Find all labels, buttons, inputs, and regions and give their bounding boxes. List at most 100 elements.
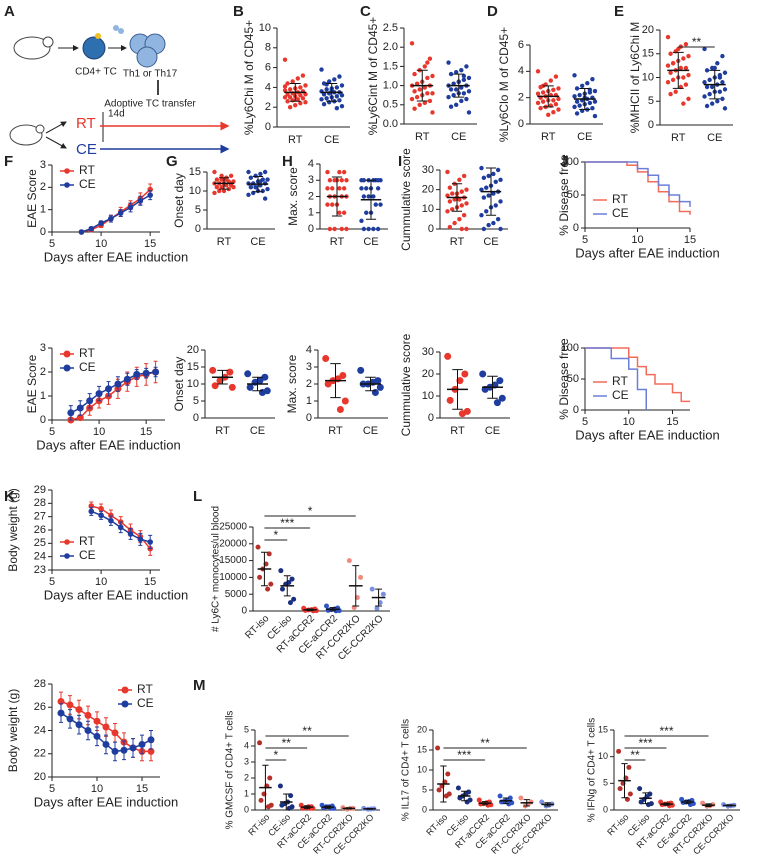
- data-point: [330, 186, 335, 191]
- data-point: [88, 508, 95, 515]
- y-tick-label: 3: [308, 174, 314, 186]
- x-tick-label: CE: [577, 131, 592, 143]
- data-point: [457, 177, 462, 183]
- y-tick-label: 10: [259, 22, 271, 34]
- legend-marker: [64, 168, 70, 174]
- data-point: [668, 51, 673, 56]
- y-tick-label: 0: [265, 121, 271, 133]
- data-point: [214, 177, 220, 182]
- data-point: [298, 93, 303, 98]
- data-point: [67, 409, 75, 417]
- data-point: [339, 104, 345, 109]
- data-point: [665, 34, 671, 40]
- data-point: [681, 56, 686, 61]
- x-tick-label: 10: [95, 238, 107, 250]
- data-point: [683, 42, 689, 47]
- x-tick-label: CE: [363, 425, 378, 437]
- data-point: [326, 100, 332, 105]
- data-point: [378, 178, 383, 183]
- data-point: [102, 723, 110, 731]
- data-point: [214, 185, 220, 190]
- error-bar: [331, 176, 343, 217]
- data-point: [78, 229, 85, 235]
- cell-icon: [82, 36, 106, 60]
- y-tick-label: 1: [306, 395, 312, 407]
- y-tick-label: 0.0: [383, 118, 398, 130]
- data-point: [219, 185, 224, 190]
- data-point: [300, 96, 306, 101]
- data-point: [325, 186, 330, 191]
- data-point: [361, 178, 367, 183]
- data-point: [637, 786, 643, 792]
- data-point: [111, 729, 119, 737]
- data-point: [84, 711, 92, 719]
- y-tick-label: 1: [40, 204, 46, 216]
- data-point: [466, 75, 472, 81]
- data-point: [127, 531, 134, 537]
- legend-label: CE: [612, 388, 629, 402]
- error-bar: [365, 179, 377, 220]
- data-point: [138, 740, 146, 748]
- data-point: [324, 96, 329, 101]
- data-point: [592, 113, 598, 119]
- x-tick-label: 5: [49, 238, 55, 250]
- data-point: [453, 102, 459, 108]
- data-point: [681, 75, 686, 80]
- data-point: [295, 97, 301, 102]
- y-tick-label: 0: [306, 412, 312, 424]
- error-bar: [252, 376, 263, 392]
- data-point: [425, 91, 430, 96]
- cell-marker: [95, 33, 101, 39]
- data-point: [265, 804, 271, 810]
- data-point: [572, 73, 577, 78]
- data-point: [108, 215, 114, 222]
- x-tick-label: CE: [250, 236, 265, 248]
- data-point: [590, 106, 595, 111]
- error-bar: [684, 799, 691, 805]
- x-tick-label: 15: [666, 416, 678, 428]
- data-point: [455, 785, 461, 791]
- data-point: [357, 366, 365, 374]
- x-tick-label: 5: [49, 783, 55, 795]
- data-point: [344, 178, 349, 183]
- x-tick-label: RT: [330, 236, 345, 248]
- error-bar: [345, 807, 352, 810]
- y-tick-label: 2: [306, 378, 312, 390]
- y-tick-label: 0: [428, 223, 434, 235]
- x-tick-label: 5: [49, 576, 55, 588]
- data-point: [715, 61, 720, 66]
- y-tick-label: 22: [34, 748, 46, 760]
- data-point: [518, 795, 524, 801]
- error-bar: [451, 183, 463, 212]
- data-point: [479, 213, 484, 218]
- mouse-head: [35, 124, 45, 134]
- y-axis-label: %MHCII of Ly6Chi M: [628, 22, 642, 134]
- data-point: [290, 98, 295, 103]
- data-point: [267, 775, 273, 781]
- x-tick-label: RT: [415, 131, 430, 143]
- data-point: [617, 786, 623, 792]
- data-point: [553, 102, 559, 107]
- legend-marker: [64, 553, 70, 559]
- series-line: [585, 347, 647, 410]
- data-point: [409, 41, 415, 46]
- data-point: [479, 165, 484, 171]
- data-point: [464, 201, 469, 206]
- y-tick-label: 23: [34, 564, 46, 576]
- y-tick-label: 2: [40, 181, 46, 193]
- data-point: [447, 224, 453, 230]
- data-point: [117, 524, 124, 531]
- panel-letter: E: [614, 3, 624, 20]
- data-point: [412, 106, 417, 111]
- data-point: [57, 697, 65, 705]
- data-point: [450, 191, 455, 196]
- data-point: [556, 96, 561, 102]
- data-point: [336, 406, 344, 413]
- y-tick-label: 20: [187, 344, 199, 356]
- y-tick-label: 30: [422, 346, 434, 358]
- significance-label: ***: [280, 516, 294, 530]
- data-point: [539, 799, 545, 805]
- group-label: CE: [76, 141, 97, 158]
- data-point: [459, 85, 464, 90]
- panel-letter: F: [4, 153, 13, 170]
